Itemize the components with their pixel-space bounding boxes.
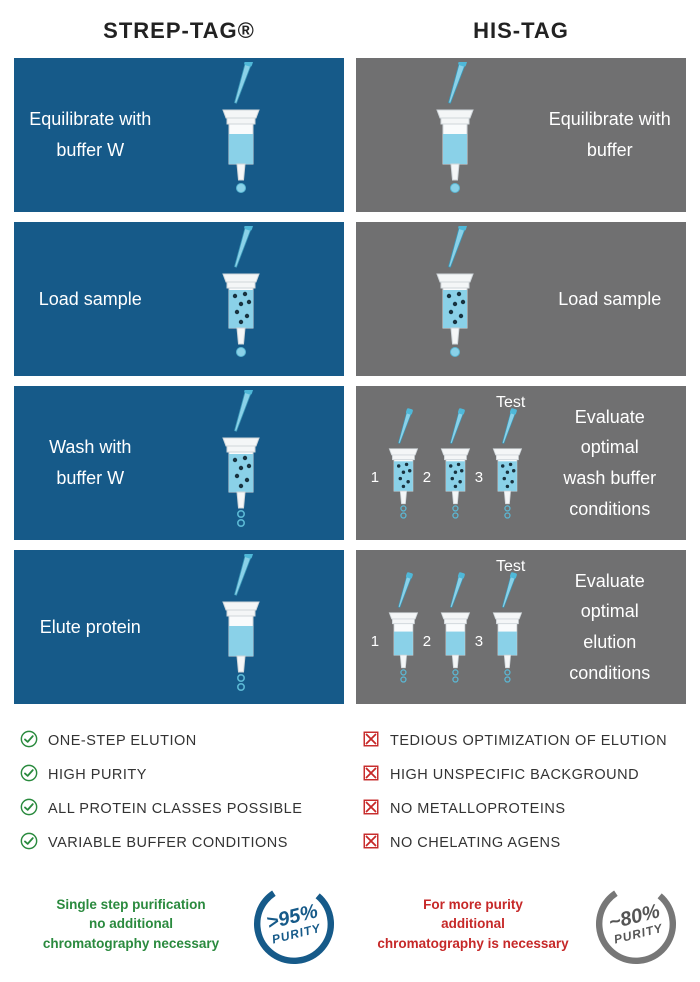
- benefit-text: ONE-STEP ELUTION: [48, 733, 197, 749]
- column-illustration: [155, 560, 332, 694]
- header-right: HIS-TAG: [356, 12, 686, 48]
- benefit-text: HIGH PURITY: [48, 767, 147, 783]
- column-number: 2: [423, 633, 431, 650]
- column-illustration: [368, 68, 545, 202]
- column-icon: [215, 554, 271, 694]
- step-card-right: Test 1 2: [356, 386, 686, 540]
- benefit-item: HIGH PURITY: [20, 758, 338, 792]
- step-label: Load sample: [545, 284, 674, 315]
- column-icon: 3: [487, 402, 531, 530]
- step-label: Equilibrate withbuffer W: [26, 104, 155, 165]
- purity-badge: ~80%PURITY: [590, 878, 682, 970]
- benefit-item: ONE-STEP ELUTION: [20, 724, 338, 758]
- step-card-right: Equilibrate withbuffer: [356, 58, 686, 212]
- step-card-left: Wash withbuffer W: [14, 386, 344, 540]
- check-icon: [20, 730, 38, 752]
- cross-icon: [362, 832, 380, 854]
- column-number: 1: [371, 633, 379, 650]
- check-icon: [20, 832, 38, 854]
- column-icon: [429, 226, 485, 366]
- column-icon: [215, 62, 271, 202]
- column-icon: [215, 390, 271, 530]
- drawback-item: NO CHELATING AGENS: [362, 826, 680, 860]
- step-label: Evaluate optimalelutionconditions: [545, 566, 674, 688]
- purity-badge: >95%PURITY: [248, 878, 340, 970]
- column-icon: 3: [487, 566, 531, 694]
- step-card-right: Test 1 2: [356, 550, 686, 704]
- benefit-text: ALL PROTEIN CLASSES POSSIBLE: [48, 801, 302, 817]
- drawback-text: NO CHELATING AGENS: [390, 835, 561, 851]
- step-card-left: Equilibrate withbuffer W: [14, 58, 344, 212]
- column-illustration: [155, 396, 332, 530]
- step-label: Evaluate optimalwash bufferconditions: [545, 402, 674, 524]
- drawbacks-right: TEDIOUS OPTIMIZATION OF ELUTION HIGH UNSP…: [356, 714, 686, 864]
- footer-text: For more purityadditionalchromatography …: [364, 895, 582, 954]
- column-number: 3: [475, 469, 483, 486]
- check-icon: [20, 798, 38, 820]
- column-illustration: 1 2 3: [368, 560, 545, 694]
- step-label: Elute protein: [26, 612, 155, 643]
- cross-icon: [362, 798, 380, 820]
- cross-icon: [362, 764, 380, 786]
- footer-right: For more purityadditionalchromatography …: [356, 874, 686, 970]
- column-illustration: 1 2 3: [368, 396, 545, 530]
- column-number: 1: [371, 469, 379, 486]
- column-icon: 2: [435, 402, 479, 530]
- step-label: Wash withbuffer W: [26, 432, 155, 493]
- step-label: Load sample: [26, 284, 155, 315]
- drawback-item: NO METALLOPROTEINS: [362, 792, 680, 826]
- column-number: 3: [475, 633, 483, 650]
- drawback-text: NO METALLOPROTEINS: [390, 801, 566, 817]
- column-illustration: [155, 68, 332, 202]
- step-label: Equilibrate withbuffer: [545, 104, 674, 165]
- footer-text: Single step purificationno additionalchr…: [22, 895, 240, 954]
- step-card-left: Elute protein: [14, 550, 344, 704]
- benefit-item: ALL PROTEIN CLASSES POSSIBLE: [20, 792, 338, 826]
- benefit-item: VARIABLE BUFFER CONDITIONS: [20, 826, 338, 860]
- column-icon: 2: [435, 566, 479, 694]
- column-number: 2: [423, 469, 431, 486]
- comparison-grid: STREP-TAG® HIS-TAG Equilibrate withbuffe…: [14, 12, 686, 970]
- column-icon: [429, 62, 485, 202]
- drawback-item: TEDIOUS OPTIMIZATION OF ELUTION: [362, 724, 680, 758]
- column-icon: 1: [383, 402, 427, 530]
- benefit-text: VARIABLE BUFFER CONDITIONS: [48, 835, 288, 851]
- step-card-right: Load sample: [356, 222, 686, 376]
- benefits-left: ONE-STEP ELUTION HIGH PURITY ALL PROTEIN C…: [14, 714, 344, 864]
- cross-icon: [362, 730, 380, 752]
- check-icon: [20, 764, 38, 786]
- footer-left: Single step purificationno additionalchr…: [14, 874, 344, 970]
- step-card-left: Load sample: [14, 222, 344, 376]
- column-illustration: [155, 232, 332, 366]
- drawback-item: HIGH UNSPECIFIC BACKGROUND: [362, 758, 680, 792]
- drawback-text: HIGH UNSPECIFIC BACKGROUND: [390, 767, 639, 783]
- header-left: STREP-TAG®: [14, 12, 344, 48]
- drawback-text: TEDIOUS OPTIMIZATION OF ELUTION: [390, 733, 667, 749]
- column-illustration: [368, 232, 545, 366]
- column-icon: 1: [383, 566, 427, 694]
- column-icon: [215, 226, 271, 366]
